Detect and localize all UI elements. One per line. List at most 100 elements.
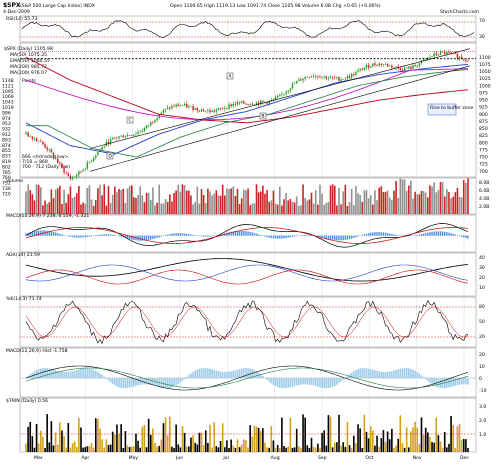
volume-bar: [131, 185, 133, 214]
price-candle: [154, 120, 155, 122]
volume-bar: [42, 205, 44, 214]
macd-hist-bar: [186, 234, 187, 236]
macd2-hist-bar: [271, 378, 273, 383]
price-candle: [131, 135, 132, 136]
trin-bar: [249, 425, 251, 452]
price-candle: [133, 135, 134, 136]
price-left-label: 953: [2, 121, 11, 127]
trin-bar: [156, 447, 158, 452]
price-candle: [89, 162, 90, 163]
price-candle: [34, 138, 35, 139]
price-candle: [296, 81, 297, 83]
price-candle: [211, 110, 212, 112]
volume-bar: [125, 203, 127, 214]
macd-hist-bar: [330, 236, 331, 240]
volume-bar: [296, 196, 298, 214]
macd-hist-bar: [205, 236, 206, 237]
price-left-label: 802: [2, 164, 11, 170]
macd-hist-bar: [214, 236, 215, 237]
price-candle: [239, 102, 240, 103]
volume-bar: [254, 203, 256, 214]
macd-hist-bar: [364, 234, 365, 236]
trin-bar: [351, 448, 353, 452]
price-note: 700 - 712 (Daily low): [22, 164, 70, 170]
trin-bar: [48, 442, 50, 452]
rsi-label: RSI(14) 55.73: [6, 16, 38, 22]
macd-hist-bar: [283, 236, 284, 239]
macd-hist-bar: [256, 234, 257, 236]
volume-bar: [209, 191, 211, 214]
volume-bar: [345, 185, 347, 214]
volume-bar: [201, 189, 203, 214]
price-candle: [414, 65, 415, 66]
volume-bar: [38, 185, 40, 214]
price-candle: [412, 65, 413, 69]
macd2-hist-bar: [311, 378, 313, 385]
macd2-hist-bar: [205, 368, 207, 378]
trin-bar: [302, 414, 304, 452]
volume-bar: [300, 205, 302, 214]
volume-bar: [55, 190, 57, 214]
macd2-hist-bar: [431, 378, 433, 384]
price-candle: [101, 147, 102, 150]
trin-bar: [173, 448, 175, 452]
volume-bar: [74, 197, 76, 214]
price-candle: [129, 135, 130, 136]
macd-hist-bar: [309, 235, 310, 236]
volume-bar: [169, 194, 171, 214]
price-candle: [252, 104, 253, 105]
chart-date: 4-Dec-2009: [3, 9, 30, 15]
volume-bar: [349, 202, 351, 214]
trin-bar: [435, 417, 437, 452]
price-right-tick: 925: [479, 105, 488, 111]
price-candle: [112, 138, 113, 140]
macd2-hist-bar: [421, 375, 423, 378]
macd-hist-bar: [146, 236, 147, 241]
price-candle: [247, 104, 248, 105]
macd2-hist-bar: [336, 378, 338, 385]
volume-bar: [279, 187, 281, 214]
trin-bar: [161, 439, 163, 452]
volume-bar: [355, 186, 357, 214]
volume-bar: [211, 195, 213, 214]
volume-bar: [340, 204, 342, 214]
price-candle: [118, 136, 119, 137]
macd2-hist-bar: [213, 370, 215, 378]
macd2-hist-bar: [59, 371, 61, 378]
macd2-hist-bar: [380, 372, 382, 379]
price-candle: [315, 76, 316, 77]
trin-bar: [268, 448, 270, 452]
price-candle: [245, 104, 246, 105]
volume-bar: [298, 206, 300, 214]
trin-bar: [84, 447, 86, 452]
panel-frame: [20, 398, 476, 452]
macd-hist-bar: [321, 236, 322, 238]
trin-bar: [103, 447, 105, 452]
price-candle: [304, 77, 305, 79]
price-candle: [114, 138, 115, 139]
macd2-hist-bar: [84, 368, 86, 378]
price-candle: [184, 104, 185, 106]
volume-bar: [376, 200, 378, 214]
stoch-tick: 20: [479, 334, 485, 340]
macd2-hist-bar: [137, 378, 139, 385]
volume-bar: [425, 193, 427, 214]
macd-hist-bar: [201, 236, 202, 237]
price-left-label: 874: [2, 143, 11, 149]
price-candle: [467, 61, 468, 62]
volume-bar: [122, 189, 124, 214]
price-candle: [165, 109, 166, 110]
trin-bar: [74, 442, 76, 452]
macd-hist-bar: [85, 236, 86, 238]
price-candle: [334, 78, 335, 79]
macd2-hist-bar: [378, 371, 380, 378]
price-candle: [319, 77, 320, 78]
macd-hist-bar: [294, 236, 295, 237]
trin-bar: [65, 447, 67, 452]
price-candle: [72, 177, 73, 179]
macd-hist-bar: [70, 236, 71, 237]
volume-bar: [154, 206, 156, 214]
price-candle: [148, 125, 149, 126]
price-candle: [406, 68, 407, 69]
trin-bar: [216, 446, 218, 452]
